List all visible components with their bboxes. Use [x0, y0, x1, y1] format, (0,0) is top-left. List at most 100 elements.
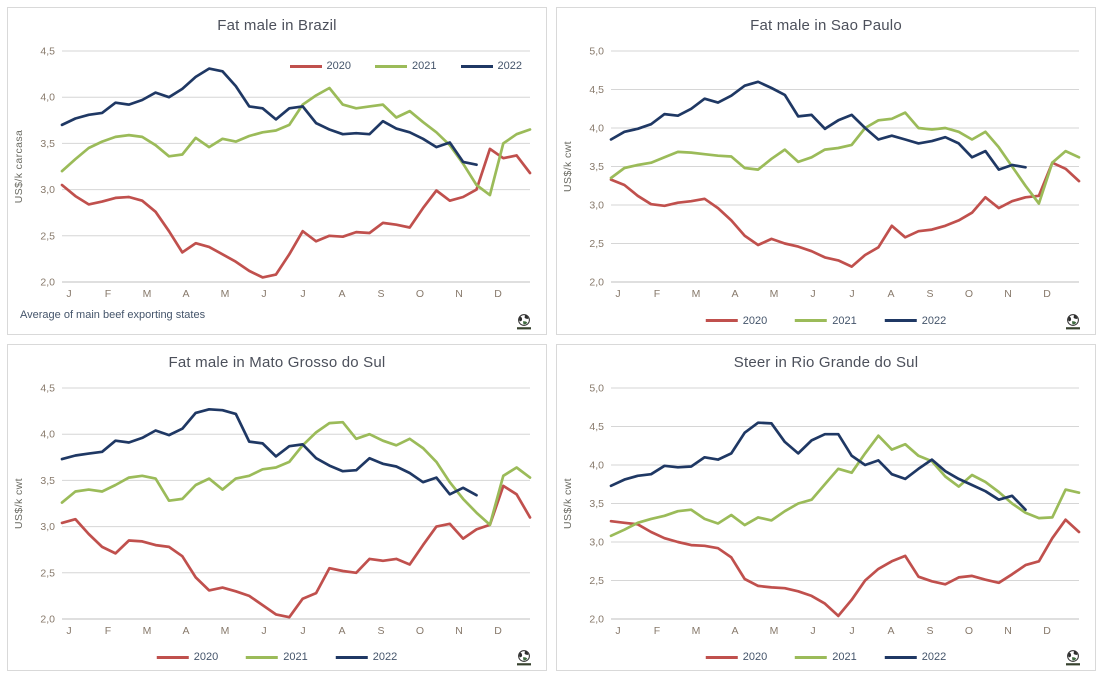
- legend-item-2021: 2021: [375, 60, 437, 72]
- legend-item-2021: 2021: [246, 651, 308, 663]
- svg-text:A: A: [887, 625, 894, 637]
- svg-text:M: M: [770, 288, 779, 300]
- svg-text:J: J: [849, 625, 854, 637]
- svg-text:O: O: [416, 288, 424, 300]
- svg-text:4,0: 4,0: [40, 428, 55, 440]
- svg-text:J: J: [261, 625, 266, 637]
- legend-label: 2020: [742, 314, 768, 327]
- legend-label: 2022: [372, 651, 398, 663]
- legend-label: 2020: [326, 60, 352, 72]
- svg-text:J: J: [615, 288, 620, 300]
- svg-text:4,0: 4,0: [589, 123, 604, 135]
- chart-panel-steer-rio-grande: Steer in Rio Grande do Sul 2,0 2,5 3,0 3,5 4…: [556, 343, 1096, 671]
- svg-text:F: F: [654, 625, 660, 637]
- svg-text:D: D: [494, 625, 502, 637]
- chart-canvas: 2,0 2,5 3,0 3,5 4,0 4,5 J F M A M J J A S O N D US$/k cwt: [13, 382, 532, 637]
- svg-text:3,0: 3,0: [589, 200, 604, 212]
- svg-text:M: M: [692, 288, 701, 300]
- legend-item-2022: 2022: [884, 314, 947, 327]
- legend-item-2020: 2020: [705, 651, 767, 663]
- legend-item-2021: 2021: [795, 651, 857, 663]
- svg-text:2,5: 2,5: [589, 238, 604, 250]
- legend-swatch-2020: [705, 655, 738, 659]
- legend-label: 2022: [921, 314, 947, 327]
- legend-swatch-2020: [705, 319, 738, 322]
- svg-text:M: M: [143, 625, 152, 637]
- panel-footer: Average of main beef exporting states: [8, 302, 546, 334]
- svg-text:J: J: [66, 288, 71, 300]
- svg-text:M: M: [770, 625, 779, 637]
- legend-item-2021: 2021: [795, 314, 857, 327]
- svg-text:J: J: [810, 625, 815, 637]
- legend-item-2022: 2022: [335, 651, 398, 663]
- svg-text:A: A: [338, 625, 345, 637]
- svg-text:3,5: 3,5: [40, 138, 55, 150]
- series-line-2021: [609, 433, 1081, 537]
- svg-text:3,0: 3,0: [589, 536, 604, 548]
- globe-logo-icon: [514, 649, 534, 666]
- legend-label: 2021: [832, 314, 857, 327]
- svg-text:3,5: 3,5: [589, 161, 604, 173]
- legend-swatch-2021: [246, 655, 279, 659]
- svg-text:J: J: [849, 288, 854, 300]
- chart-panel-fat-male-mato-grosso: Fat male in Mato Grosso do Sul 2,0 2,5 3,0…: [7, 343, 547, 671]
- chart-title: Fat male in Sao Paulo: [750, 17, 902, 34]
- legend-swatch-2022: [884, 319, 917, 322]
- svg-text:S: S: [926, 625, 933, 637]
- svg-text:A: A: [887, 288, 894, 300]
- chart-legend: 2020 2021 2022: [156, 651, 398, 663]
- chart-legend: 2020 2021 2022: [705, 651, 946, 663]
- svg-text:3,0: 3,0: [40, 184, 55, 196]
- panel-footer: 2020 2021 2022: [557, 302, 1095, 334]
- series-line-2021: [609, 111, 1081, 205]
- chart-title: Fat male in Brazil: [217, 17, 337, 34]
- svg-text:3,5: 3,5: [589, 498, 604, 510]
- legend-label: 2020: [193, 651, 219, 663]
- legend-item-2022: 2022: [884, 651, 946, 663]
- svg-text:US$/k carcasa: US$/k carcasa: [13, 130, 25, 203]
- svg-text:O: O: [965, 288, 973, 300]
- legend-swatch-2020: [156, 655, 189, 659]
- series-line-2022: [609, 80, 1027, 171]
- legend-swatch-2022: [884, 655, 917, 659]
- series-line-2020: [609, 517, 1081, 617]
- line-chart-mato-grosso: 2,0 2,5 3,0 3,5 4,0 4,5 J F M A M J J A S O N D US$/k cwt: [8, 380, 546, 639]
- svg-text:M: M: [692, 625, 701, 637]
- svg-text:M: M: [143, 288, 152, 300]
- panel-footer: 2020 2021 2022: [8, 638, 546, 670]
- svg-text:A: A: [182, 288, 189, 300]
- svg-text:US$/k cwt: US$/k cwt: [562, 141, 574, 192]
- svg-text:5,0: 5,0: [589, 46, 604, 58]
- svg-text:N: N: [455, 288, 463, 300]
- globe-logo-icon: [1063, 649, 1083, 666]
- legend-label: 2022: [497, 60, 522, 72]
- chart-canvas: 2,0 2,5 3,0 3,5 4,0 4,5 J F M A M J J A S O N D US$/k carc…: [13, 46, 532, 300]
- chart-panel-fat-male-brazil: Fat male in Brazil 2,0 2,5 3,0 3,5 4,0 4,5 J F M…: [7, 7, 547, 335]
- svg-text:4,0: 4,0: [40, 92, 55, 104]
- legend-label: 2021: [832, 651, 857, 663]
- svg-text:D: D: [494, 288, 502, 300]
- svg-text:4,5: 4,5: [40, 382, 55, 394]
- svg-text:4,5: 4,5: [40, 46, 55, 58]
- chart-title: Steer in Rio Grande do Sul: [733, 353, 919, 371]
- svg-text:S: S: [926, 288, 933, 300]
- chart-canvas: 2,0 2,5 3,0 3,5 4,0 4,5 5,0 J F M A M J J A S O N D US$/k c…: [562, 382, 1081, 637]
- svg-text:US$/k cwt: US$/k cwt: [562, 478, 574, 529]
- svg-text:A: A: [338, 288, 345, 300]
- svg-text:4,0: 4,0: [589, 459, 604, 471]
- svg-text:2,0: 2,0: [40, 613, 55, 625]
- panel-footer: 2020 2021 2022: [557, 638, 1095, 670]
- legend-label: 2021: [412, 60, 437, 72]
- chart-title: Fat male in Mato Grosso do Sul: [168, 353, 386, 371]
- svg-text:A: A: [182, 625, 189, 637]
- svg-text:F: F: [654, 288, 660, 300]
- chart-panel-fat-male-sao-paulo: Fat male in Sao Paulo 2,0 2,5 3,0 3,5 4,0 4,5…: [556, 7, 1096, 335]
- series-line-2020: [609, 161, 1081, 268]
- svg-text:O: O: [965, 625, 973, 637]
- legend-item-2020: 2020: [705, 314, 768, 327]
- svg-text:S: S: [377, 625, 384, 637]
- svg-text:2,0: 2,0: [589, 613, 604, 625]
- svg-text:D: D: [1043, 625, 1051, 637]
- svg-text:2,5: 2,5: [589, 575, 604, 587]
- svg-text:2,0: 2,0: [589, 277, 604, 289]
